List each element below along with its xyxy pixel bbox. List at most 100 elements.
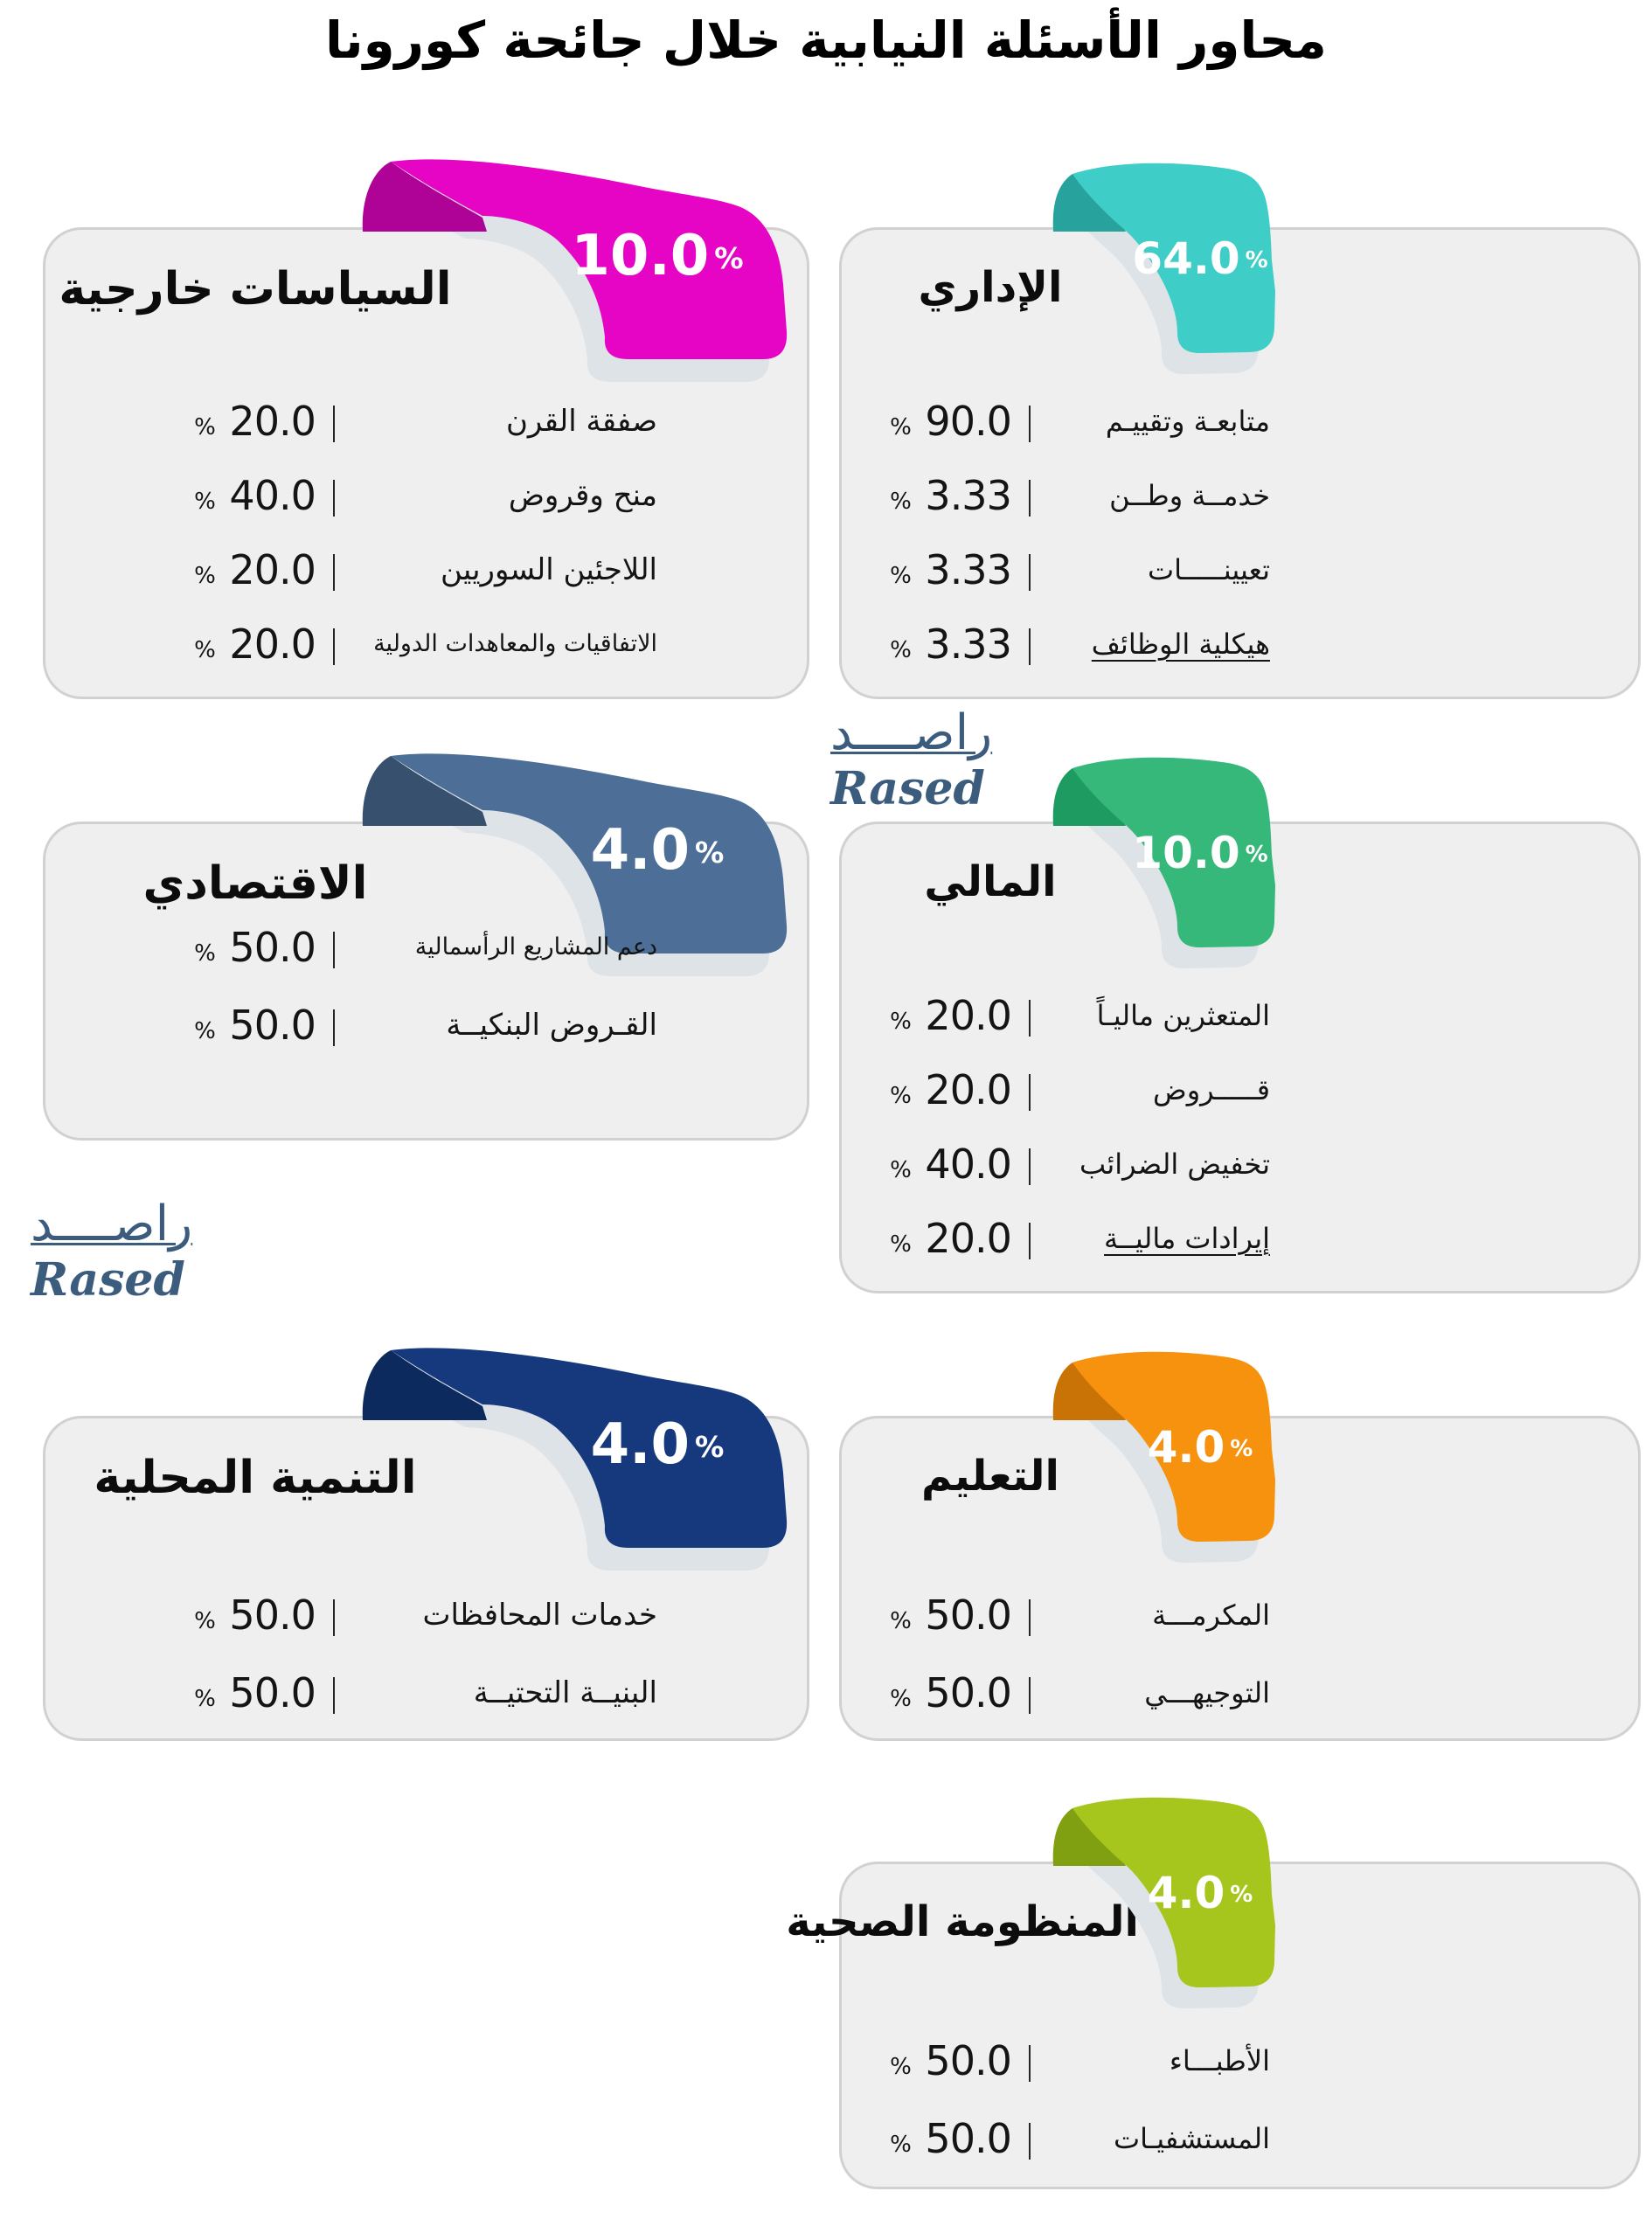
- item-value: 50.0: [925, 1668, 1011, 1716]
- percent-sign: %: [890, 562, 912, 589]
- rased-latin-logo: Rased: [31, 1252, 185, 1307]
- separator-bar: |: [327, 547, 340, 591]
- percent-sign: %: [890, 1607, 912, 1634]
- ribbon-percent-value: 4.0: [590, 818, 691, 883]
- rased-watermark: راصــــد Rased: [830, 704, 993, 815]
- separator-bar: |: [327, 925, 340, 968]
- percent-sign: %: [194, 413, 216, 440]
- card-title: الإداري: [918, 263, 1063, 312]
- item-value: 50.0: [229, 1001, 316, 1049]
- percent-sign: %: [890, 1156, 912, 1183]
- separator-bar: |: [1023, 2116, 1036, 2160]
- item-list: خدمات المحافظات | 50.0% البنيــة التحتيــة…: [190, 1576, 657, 1731]
- rased-arabic-logo: راصــــد: [31, 1196, 193, 1252]
- percent-sign: %: [890, 2131, 912, 2158]
- card-title: المالي: [924, 857, 1057, 906]
- item-label: إيرادات ماليــة: [1104, 1221, 1270, 1255]
- separator-bar: |: [1023, 1141, 1036, 1185]
- separator-bar: |: [327, 473, 340, 517]
- rased-watermark: راصــــد Rased: [31, 1196, 193, 1307]
- list-item: هيكلية الوظائف | 3.33%: [890, 607, 1270, 681]
- item-list: الأطبـــاء | 50.0% المستشفيـات | 50.0%: [890, 2021, 1270, 2177]
- separator-bar: |: [327, 1002, 340, 1046]
- card-title: التنمية المحلية: [94, 1452, 417, 1504]
- list-item: منح وقروض | 40.0%: [190, 458, 657, 532]
- ribbon-percent-value: 4.0: [1147, 1422, 1225, 1473]
- item-label: الاتفاقيات والمعاهدات الدولية: [373, 630, 657, 657]
- item-value: 20.0: [925, 991, 1011, 1039]
- card-foreign-policies: 10.0% السياسات خارجية صفقة القرن | 20.0% م…: [43, 159, 809, 699]
- separator-bar: |: [1023, 1067, 1036, 1111]
- list-item: خدمات المحافظات | 50.0%: [190, 1576, 657, 1654]
- list-item: متابعـة وتقييـم | 90.0%: [890, 384, 1270, 458]
- rased-latin-logo: Rased: [830, 761, 985, 815]
- percent-sign: %: [695, 1430, 725, 1465]
- separator-bar: |: [1023, 399, 1036, 442]
- percent-sign: %: [1230, 1882, 1253, 1909]
- card-education: 4.0% التعليم المكرمـــة | 50.0% التوجيهـــ…: [839, 1351, 1641, 1741]
- list-item: المتعثرين ماليـاً | 20.0%: [890, 978, 1270, 1052]
- item-list: صفقة القرن | 20.0% منح وقروض | 40.0% اللاجئي…: [190, 384, 657, 681]
- item-label: المتعثرين ماليـاً: [1096, 998, 1270, 1032]
- item-label: خدمات المحافظات: [422, 1597, 657, 1633]
- item-list: متابعـة وتقييـم | 90.0% خدمــة وطــن | 3.33%…: [890, 384, 1270, 681]
- list-item: خدمــة وطــن | 3.33%: [890, 458, 1270, 532]
- percent-sign: %: [714, 241, 744, 276]
- item-value: 3.33: [925, 620, 1011, 668]
- card-title: المنظومة الصحية: [786, 1897, 1139, 1946]
- separator-bar: |: [1023, 547, 1036, 591]
- card-finance: 10.0% المالي المتعثرين ماليـاً | 20.0% قــ…: [839, 757, 1641, 1293]
- item-label: التوجيهـــي: [1144, 1675, 1270, 1709]
- percent-sign: %: [1230, 1436, 1253, 1463]
- separator-bar: |: [1023, 1592, 1036, 1636]
- item-value: 40.0: [229, 471, 316, 519]
- percent-sign: %: [890, 636, 912, 663]
- percent-sign: %: [194, 636, 216, 663]
- card-title: الاقتصادي: [142, 857, 368, 910]
- list-item: القـروض البنكيــة | 50.0%: [190, 986, 657, 1064]
- item-value: 40.0: [925, 1140, 1011, 1188]
- separator-bar: |: [327, 399, 340, 442]
- item-label: هيكلية الوظائف: [1091, 627, 1270, 661]
- list-item: الاتفاقيات والمعاهدات الدولية | 20.0%: [190, 607, 657, 681]
- list-item: التوجيهـــي | 50.0%: [890, 1654, 1270, 1731]
- item-label: صفقة القرن: [505, 403, 657, 439]
- item-label: المكرمـــة: [1152, 1598, 1270, 1632]
- card-health-system: 4.0% المنظومة الصحية الأطبـــاء | 50.0% ال…: [786, 1797, 1641, 2189]
- item-value: 90.0: [925, 397, 1011, 445]
- percent-sign: %: [194, 1685, 216, 1712]
- list-item: دعم المشاريع الرأسمالية | 50.0%: [190, 908, 657, 986]
- percent-sign: %: [194, 1017, 216, 1044]
- card-title: التعليم: [921, 1452, 1059, 1501]
- card-administrative: 64.0% الإداري متابعـة وتقييـم | 90.0% خدمـ…: [839, 163, 1641, 699]
- list-item: المكرمـــة | 50.0%: [890, 1576, 1270, 1654]
- percent-sign: %: [1245, 842, 1268, 869]
- item-value: 50.0: [925, 1591, 1011, 1639]
- list-item: تخفيض الضرائب | 40.0%: [890, 1127, 1270, 1201]
- percent-sign: %: [194, 940, 216, 967]
- percent-sign: %: [890, 1231, 912, 1258]
- separator-bar: |: [1023, 1216, 1036, 1259]
- ribbon-percent-value: 64.0: [1132, 233, 1240, 284]
- separator-bar: |: [1023, 2038, 1036, 2082]
- list-item: الأطبـــاء | 50.0%: [890, 2021, 1270, 2099]
- card-title: السياسات خارجية: [59, 263, 452, 316]
- percent-sign: %: [695, 836, 725, 870]
- item-value: 50.0: [925, 2036, 1011, 2084]
- percent-sign: %: [890, 2053, 912, 2080]
- item-value: 3.33: [925, 471, 1011, 519]
- rased-arabic-logo: راصــــد: [830, 704, 993, 761]
- item-label: خدمــة وطــن: [1109, 478, 1270, 512]
- card-local-development: 4.0% التنمية المحلية خدمات المحافظات | 50.…: [43, 1348, 809, 1741]
- ribbon-percent-value: 10.0: [1132, 828, 1240, 878]
- ribbon-percent-value: 4.0: [590, 1412, 691, 1477]
- item-list: دعم المشاريع الرأسمالية | 50.0% القـروض ال…: [190, 908, 657, 1064]
- list-item: البنيــة التحتيــة | 50.0%: [190, 1654, 657, 1731]
- percent-sign: %: [194, 488, 216, 515]
- item-label: المستشفيـات: [1114, 2121, 1270, 2155]
- item-value: 50.0: [229, 1668, 316, 1716]
- separator-bar: |: [327, 1592, 340, 1636]
- list-item: تعيينـــــات | 3.33%: [890, 532, 1270, 607]
- item-value: 20.0: [229, 620, 316, 668]
- separator-bar: |: [1023, 621, 1036, 665]
